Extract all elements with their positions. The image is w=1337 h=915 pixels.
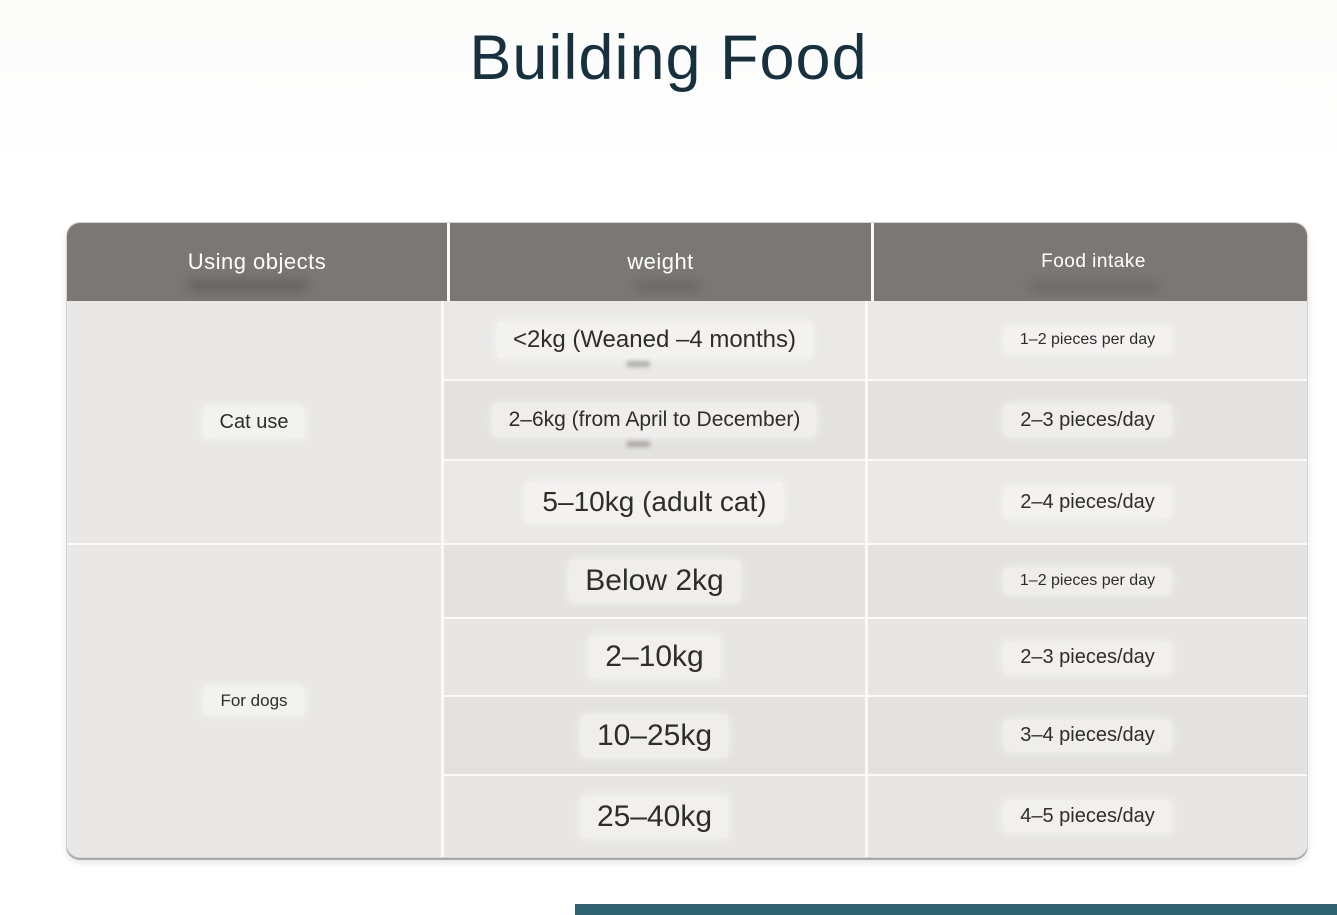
table-row: 5–10kg (adult cat) 2–4 pieces/day <box>444 461 1307 543</box>
intake-cell: 2–3 pieces/day <box>868 619 1307 695</box>
weight-value: 2–6kg (from April to December) <box>492 404 817 436</box>
table-body: Cat use For dogs <2kg (Weaned –4 months)… <box>67 301 1307 857</box>
page-title: Building Food <box>469 23 868 93</box>
header-using-objects: Using objects <box>67 223 447 301</box>
intake-cell: 1–2 pieces per day <box>868 301 1307 379</box>
intake-value: 2–3 pieces/day <box>1004 641 1171 673</box>
header-food-intake: Food intake <box>874 223 1307 301</box>
group-label-cat: Cat use <box>67 301 441 543</box>
header-weight: weight <box>450 223 871 301</box>
table-header-row: Using objects weight Food intake <box>67 223 1307 301</box>
intake-value: 1–2 pieces per day <box>1003 568 1172 594</box>
blurred-text-ghost <box>187 279 308 292</box>
table-row: Below 2kg 1–2 pieces per day <box>444 545 1307 617</box>
header-label: weight <box>627 249 694 274</box>
group-label-dogs: For dogs <box>67 545 441 857</box>
blurred-text-ghost <box>625 361 650 367</box>
weight-cell: Below 2kg <box>444 545 865 617</box>
header-label: Food intake <box>1041 251 1146 272</box>
weight-value: 2–10kg <box>589 636 720 678</box>
weight-cell: 25–40kg <box>444 776 865 857</box>
weight-cell: 5–10kg (adult cat) <box>444 461 865 543</box>
blurred-text-ghost <box>625 441 650 447</box>
intake-value: 4–5 pieces/day <box>1004 801 1171 832</box>
weight-value: <2kg (Weaned –4 months) <box>496 322 813 358</box>
header-label: Using objects <box>187 249 327 274</box>
blurred-text-ghost <box>1028 280 1159 293</box>
data-columns: <2kg (Weaned –4 months) 1–2 pieces per d… <box>444 301 1307 857</box>
weight-cell: 10–25kg <box>444 697 865 774</box>
intake-cell: 3–4 pieces/day <box>868 697 1307 774</box>
table-row: 2–10kg 2–3 pieces/day <box>444 619 1307 695</box>
table-row: 25–40kg 4–5 pieces/day <box>444 776 1307 857</box>
intake-value: 2–4 pieces/day <box>1004 486 1171 518</box>
weight-cell: 2–10kg <box>444 619 865 695</box>
weight-cell: <2kg (Weaned –4 months) <box>444 301 865 379</box>
weight-value: Below 2kg <box>569 560 740 602</box>
intake-cell: 2–3 pieces/day <box>868 381 1307 459</box>
intake-value: 1–2 pieces per day <box>1003 327 1172 353</box>
intake-cell: 1–2 pieces per day <box>868 545 1307 617</box>
intake-value: 3–4 pieces/day <box>1004 720 1171 751</box>
blurred-text-ghost <box>634 280 699 292</box>
weight-value: 25–40kg <box>580 795 729 838</box>
intake-value: 2–3 pieces/day <box>1004 404 1171 436</box>
weight-value: 5–10kg (adult cat) <box>526 482 783 522</box>
weight-cell: 2–6kg (from April to December) <box>444 381 865 459</box>
table-row: 2–6kg (from April to December) 2–3 piece… <box>444 381 1307 459</box>
group-label-text: Cat use <box>203 406 305 438</box>
intake-cell: 2–4 pieces/day <box>868 461 1307 543</box>
intake-cell: 4–5 pieces/day <box>868 776 1307 857</box>
group-label-text: For dogs <box>204 687 304 715</box>
table-row: <2kg (Weaned –4 months) 1–2 pieces per d… <box>444 301 1307 379</box>
feeding-table: Using objects weight Food intake Cat use… <box>66 222 1308 858</box>
using-objects-column: Cat use For dogs <box>67 301 441 857</box>
weight-value: 10–25kg <box>580 714 729 757</box>
bottom-accent-bar <box>575 904 1337 915</box>
table-row: 10–25kg 3–4 pieces/day <box>444 697 1307 774</box>
